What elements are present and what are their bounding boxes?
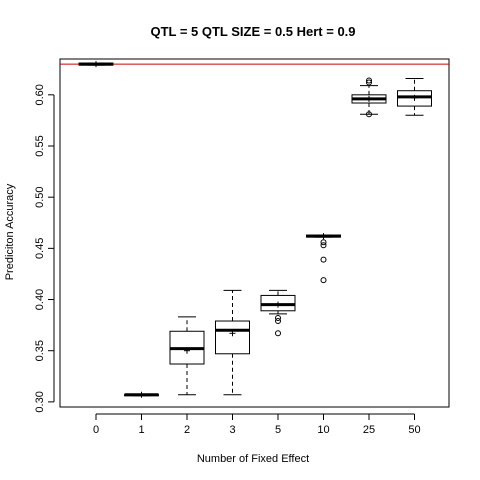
plot-frame — [59, 58, 450, 408]
x-axis: 0 1 2 3 5 10 25 50 — [93, 413, 421, 436]
outlier-point — [320, 242, 327, 249]
box-series — [78, 61, 432, 398]
y-tick-label: 0.45 — [34, 238, 46, 259]
box-group — [351, 77, 387, 118]
box-group — [169, 316, 205, 396]
outlier-point — [275, 330, 281, 337]
outlier-point — [320, 239, 327, 246]
y-tick-label: 0.50 — [34, 186, 46, 207]
box-group — [306, 233, 341, 284]
outlier-point — [320, 256, 327, 263]
y-tick-label: 0.30 — [34, 391, 46, 412]
y-axis-label: Prediciton Accuracy — [4, 183, 16, 280]
x-tick-label: 0 — [93, 424, 99, 436]
box-body — [215, 320, 250, 355]
y-tick-label: 0.60 — [34, 84, 46, 105]
box-group — [78, 61, 114, 68]
y-tick-label: 0.40 — [34, 289, 46, 310]
x-tick-label: 25 — [363, 424, 375, 436]
box-group — [215, 289, 250, 396]
x-tick-label: 3 — [229, 424, 235, 436]
outlier-point — [366, 77, 372, 84]
y-tick-label: 0.55 — [34, 135, 46, 156]
box-group — [124, 391, 159, 398]
box-group — [397, 77, 432, 116]
x-tick-label: 2 — [184, 424, 190, 436]
outlier-point — [320, 277, 327, 284]
outlier-point — [366, 79, 372, 86]
x-tick-label: 50 — [408, 424, 420, 436]
outlier-point — [275, 318, 281, 325]
x-tick-label: 1 — [138, 424, 144, 436]
outlier-point — [366, 111, 372, 118]
x-tick-label: 10 — [317, 424, 329, 436]
x-axis-label: Number of Fixed Effect — [197, 453, 309, 465]
outlier-point — [275, 314, 281, 321]
box-group — [260, 289, 296, 337]
y-tick-label: 0.35 — [34, 340, 46, 361]
y-axis: 0.30 0.35 0.40 0.45 0.50 0.55 0.60 — [34, 84, 55, 413]
chart-title: QTL = 5 QTL SIZE = 0.5 Hert = 0.9 — [150, 24, 355, 39]
x-tick-label: 5 — [275, 424, 281, 436]
